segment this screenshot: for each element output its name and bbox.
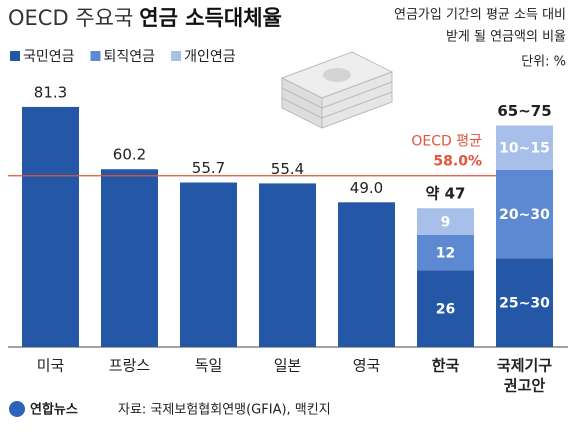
unit: 단위: % [521, 55, 566, 70]
bar [180, 182, 237, 347]
legend-swatch [171, 51, 182, 61]
value-label: 10~15 [499, 141, 550, 157]
legend-label: 국민연금 [23, 49, 75, 65]
logo-text: 연합뉴스 [30, 402, 78, 418]
bar [496, 125, 553, 170]
value-label: 81.3 [34, 83, 67, 101]
bar [22, 106, 79, 348]
logo: 연합뉴스 [9, 401, 78, 418]
value-label: 9 [441, 215, 451, 231]
title-light: OECD 주요국 [8, 6, 133, 30]
value-label: 20~30 [499, 207, 550, 223]
money-icon [280, 51, 394, 129]
value-label: 55.7 [192, 159, 225, 177]
legend-swatch [90, 51, 101, 61]
bar [101, 169, 158, 347]
value-label: 12 [436, 246, 455, 262]
x-tick-label: 독일 [195, 357, 223, 375]
x-tick-label: 프랑스 [109, 357, 151, 375]
value-label: 55.4 [271, 160, 304, 178]
legend-label: 퇴직연금 [104, 49, 156, 65]
reference-label: OECD 평균 [411, 134, 482, 150]
value-label: 49.0 [350, 179, 383, 197]
title-bold: 연금 소득대체율 [139, 6, 282, 30]
x-tick-label: 영국 [353, 357, 381, 375]
reference-value: 58.0% [433, 154, 482, 170]
bar [259, 183, 316, 347]
x-tick-label: 일본 [274, 357, 302, 375]
bar [338, 202, 395, 347]
bar [417, 208, 474, 235]
source: 자료: 국제보험협회연맹(GFIA), 맥킨지 [118, 403, 331, 418]
subtitle: 연금가입 기간의 평균 소득 대비 [394, 8, 566, 23]
x-tick-label: 미국 [37, 357, 65, 375]
bar [417, 234, 474, 271]
bar [496, 258, 553, 347]
total-label: 65~75 [497, 102, 551, 120]
bar [496, 169, 553, 259]
legend-label: 개인연금 [184, 49, 236, 65]
bar [417, 270, 474, 347]
subtitle: 받게 될 연금액의 비율 [446, 30, 566, 45]
total-label: 약 47 [426, 185, 466, 203]
value-label: 26 [436, 302, 455, 318]
x-tick-label: 국제기구 [497, 357, 552, 375]
value-label: 25~30 [499, 296, 550, 312]
x-tick-label: 권고안 [504, 377, 546, 395]
chart-title: OECD 주요국 연금 소득대체율 [8, 6, 282, 30]
legend-swatch [10, 51, 20, 61]
value-label: 60.2 [113, 146, 146, 164]
x-tick-label: 한국 [432, 357, 460, 375]
